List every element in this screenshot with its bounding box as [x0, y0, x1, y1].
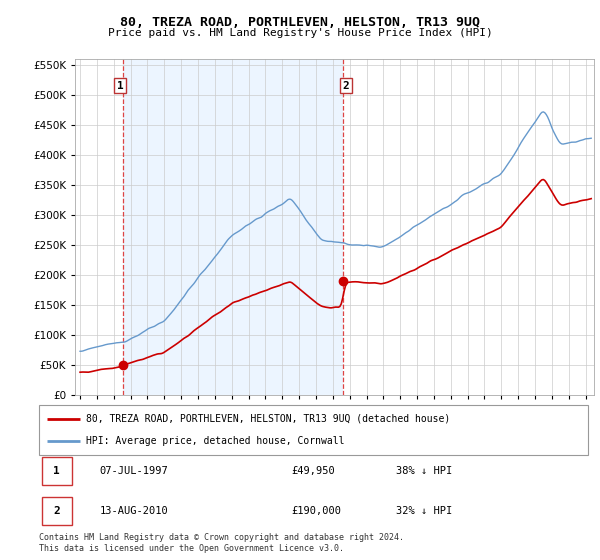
Bar	[123, 59, 343, 395]
Text: Contains HM Land Registry data © Crown copyright and database right 2024.
This d: Contains HM Land Registry data © Crown c…	[39, 533, 404, 553]
Text: HPI: Average price, detached house, Cornwall: HPI: Average price, detached house, Corn…	[86, 436, 344, 446]
Text: Price paid vs. HM Land Registry's House Price Index (HPI): Price paid vs. HM Land Registry's House …	[107, 28, 493, 38]
Text: 32% ↓ HPI: 32% ↓ HPI	[396, 506, 452, 516]
Text: 38% ↓ HPI: 38% ↓ HPI	[396, 466, 452, 476]
Text: 2: 2	[53, 506, 60, 516]
Text: 07-JUL-1997: 07-JUL-1997	[100, 466, 168, 476]
Text: 80, TREZA ROAD, PORTHLEVEN, HELSTON, TR13 9UQ (detached house): 80, TREZA ROAD, PORTHLEVEN, HELSTON, TR1…	[86, 414, 450, 424]
Text: 1: 1	[53, 466, 60, 476]
FancyBboxPatch shape	[42, 457, 72, 485]
Text: £190,000: £190,000	[292, 506, 341, 516]
Text: 2: 2	[343, 81, 349, 91]
Text: 1: 1	[117, 81, 124, 91]
Text: £49,950: £49,950	[292, 466, 335, 476]
Text: 13-AUG-2010: 13-AUG-2010	[100, 506, 168, 516]
FancyBboxPatch shape	[39, 405, 588, 455]
FancyBboxPatch shape	[42, 497, 72, 525]
Text: 80, TREZA ROAD, PORTHLEVEN, HELSTON, TR13 9UQ: 80, TREZA ROAD, PORTHLEVEN, HELSTON, TR1…	[120, 16, 480, 29]
